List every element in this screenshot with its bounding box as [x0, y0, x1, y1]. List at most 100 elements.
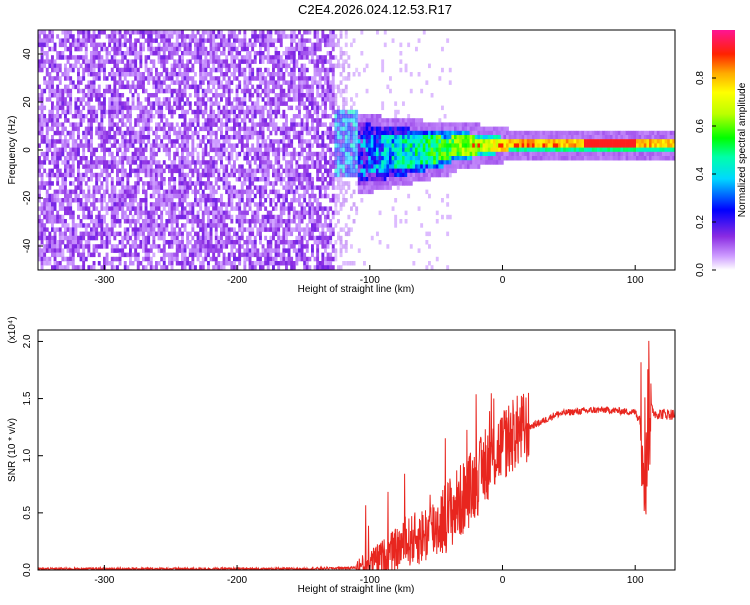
heatmap-cell: [290, 164, 294, 169]
heatmap-cell: [183, 63, 187, 69]
heatmap-cell: [51, 156, 54, 161]
heatmap-cell: [144, 126, 148, 132]
heatmap-cell: [108, 198, 112, 203]
heatmap-cell: [214, 181, 218, 186]
heatmap-cell: [201, 34, 205, 39]
heatmap-cell: [316, 72, 320, 77]
heatmap-cell: [121, 189, 125, 195]
heatmap-cell: [222, 181, 226, 186]
heatmap-cell: [77, 130, 80, 136]
heatmap-cell: [305, 114, 309, 119]
heatmap-cell: [365, 122, 369, 127]
heatmap-cell: [149, 231, 153, 237]
heatmap-cell: [266, 101, 270, 106]
heatmap-cell: [285, 147, 288, 153]
heatmap-cell: [196, 198, 200, 203]
heatmap-cell: [87, 126, 91, 132]
heatmap-cell: [326, 168, 330, 174]
heatmap-cell: [45, 206, 49, 211]
heatmap-cell: [170, 42, 174, 48]
heatmap-cell: [326, 256, 330, 262]
heatmap-cell: [149, 214, 153, 220]
heatmap-cell: [274, 126, 278, 132]
heatmap-cell: [292, 126, 296, 132]
heatmap-cell: [113, 101, 117, 106]
heatmap-cell: [181, 185, 184, 190]
heatmap-cell: [97, 231, 101, 237]
heatmap-cell: [303, 84, 307, 90]
heatmap-cell: [170, 265, 174, 270]
heatmap-cell: [40, 97, 44, 102]
heatmap-cell: [243, 59, 247, 64]
heatmap-cell: [61, 248, 65, 253]
heatmap-cell: [87, 34, 91, 39]
heatmap-cell: [248, 151, 252, 157]
heatmap-cell: [337, 38, 340, 43]
heatmap-cell: [274, 97, 278, 102]
heatmap-cell: [157, 30, 161, 35]
heatmap-cell: [116, 109, 119, 115]
heatmap-cell: [173, 88, 177, 94]
heatmap-cell: [300, 252, 304, 258]
heatmap-cell: [287, 46, 291, 52]
heatmap-cell: [326, 130, 330, 136]
heatmap-cell: [97, 84, 101, 90]
heatmap-cell: [178, 189, 182, 195]
heatmap-cell: [157, 248, 161, 253]
heatmap-cell: [97, 160, 101, 165]
heatmap-cell: [56, 84, 60, 90]
heatmap-cell: [97, 185, 101, 190]
heatmap-cell: [321, 130, 325, 136]
heatmap-cell: [199, 105, 203, 111]
heatmap-cell: [311, 189, 314, 195]
heatmap-cell: [162, 135, 166, 140]
heatmap-cell: [207, 63, 210, 69]
heatmap-cell: [170, 168, 174, 174]
heatmap-cell: [214, 147, 218, 153]
heatmap-cell: [201, 46, 205, 52]
heatmap-cell: [246, 126, 249, 132]
heatmap-cell: [243, 42, 247, 48]
heatmap-cell: [204, 88, 208, 94]
heatmap-cell: [298, 185, 301, 190]
heatmap-cell: [160, 227, 164, 232]
heatmap-cell: [261, 160, 265, 165]
heatmap-cell: [261, 139, 265, 144]
heatmap-cell: [69, 252, 73, 258]
heatmap-cell: [214, 177, 218, 182]
heatmap-cell: [331, 256, 335, 262]
heatmap-cell: [279, 223, 283, 228]
heatmap-cell: [186, 135, 190, 140]
heatmap-cell: [92, 248, 96, 253]
heatmap-cell: [334, 93, 338, 98]
heatmap-cell: [113, 76, 117, 81]
heatmap-cell: [191, 168, 195, 174]
heatmap-cell: [129, 114, 132, 119]
heatmap-cell: [347, 63, 351, 69]
heatmap-cell: [45, 34, 49, 39]
heatmap-cell: [339, 109, 343, 115]
heatmap-cell: [246, 156, 249, 161]
heatmap-cell: [82, 76, 86, 81]
heatmap-cell: [261, 109, 265, 115]
heatmap-cell: [214, 189, 218, 195]
heatmap-cell: [277, 93, 281, 98]
heatmap-cell: [344, 156, 348, 161]
heatmap-cell: [105, 231, 109, 237]
heatmap-cell: [207, 88, 210, 94]
heatmap-cell: [108, 164, 112, 169]
heatmap-cell: [238, 223, 242, 228]
heatmap-cell: [74, 63, 78, 69]
heatmap-cell: [155, 265, 158, 270]
heatmap-cell: [45, 181, 49, 186]
heatmap-cell: [316, 185, 320, 190]
heatmap-cell: [279, 214, 283, 220]
heatmap-cell: [318, 84, 322, 90]
heatmap-cell: [157, 34, 161, 39]
heatmap-cell: [66, 34, 70, 39]
heatmap-cell: [298, 227, 301, 232]
heatmap-cell: [90, 177, 93, 182]
heatmap-cell: [329, 93, 333, 98]
heatmap-cell: [90, 72, 93, 77]
heatmap-cell: [235, 84, 239, 90]
